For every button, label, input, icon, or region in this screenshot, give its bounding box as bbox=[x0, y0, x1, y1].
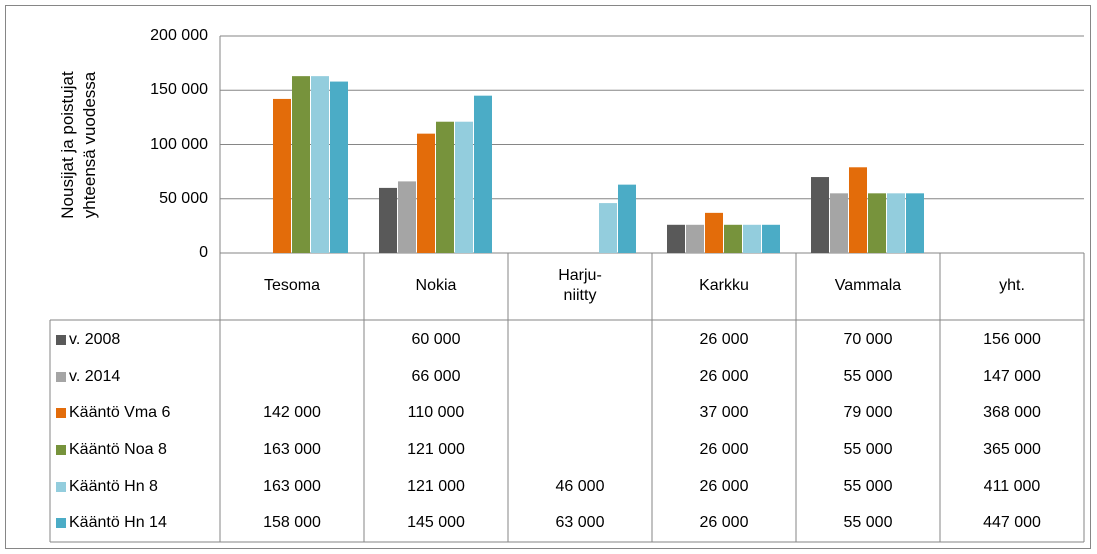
category-label: Karkku bbox=[699, 277, 749, 294]
legend-label: v. 2014 bbox=[69, 368, 121, 385]
y-tick-label: 200 000 bbox=[150, 27, 208, 44]
bar bbox=[887, 193, 905, 253]
bar bbox=[330, 81, 348, 253]
bar bbox=[762, 224, 780, 253]
table-value: 163 000 bbox=[263, 441, 321, 458]
table-total: 411 000 bbox=[983, 478, 1041, 495]
table-value: 26 000 bbox=[699, 331, 749, 348]
bar bbox=[599, 203, 617, 253]
y-tick-label: 50 000 bbox=[159, 189, 208, 207]
legend-label: Kääntö Noa 8 bbox=[69, 441, 167, 458]
bar bbox=[811, 177, 829, 253]
table-value: 55 000 bbox=[843, 368, 893, 385]
category-label: Nokia bbox=[415, 277, 457, 294]
legend-label: Kääntö Vma 6 bbox=[69, 404, 171, 421]
bar bbox=[292, 76, 310, 254]
bar bbox=[849, 167, 867, 253]
bar bbox=[273, 98, 291, 254]
table-total: 156 000 bbox=[983, 331, 1041, 348]
legend-key bbox=[56, 335, 66, 345]
legend-key bbox=[56, 408, 66, 418]
bar bbox=[906, 193, 924, 253]
table-value: 121 000 bbox=[407, 441, 465, 458]
bar bbox=[705, 212, 723, 253]
bar bbox=[686, 224, 704, 253]
bar bbox=[618, 184, 636, 253]
table-value: 142 000 bbox=[263, 404, 321, 421]
table-value: 66 000 bbox=[411, 368, 461, 385]
bar bbox=[311, 76, 329, 254]
table-value: 145 000 bbox=[407, 514, 465, 531]
table-value: 110 000 bbox=[407, 404, 465, 421]
table-value: 55 000 bbox=[843, 478, 893, 495]
legend-label: v. 2008 bbox=[69, 331, 121, 348]
table-value: 55 000 bbox=[843, 441, 893, 458]
table-value: 70 000 bbox=[843, 331, 893, 348]
bar bbox=[724, 224, 742, 253]
bar bbox=[455, 121, 473, 253]
table-value: 26 000 bbox=[699, 478, 749, 495]
category-label: Vammala bbox=[834, 277, 902, 294]
table-value: 79 000 bbox=[843, 404, 893, 421]
bar bbox=[830, 193, 848, 253]
table-value: 37 000 bbox=[699, 404, 749, 421]
y-axis-title: Nousijat ja poistujat bbox=[58, 71, 77, 219]
table-value: 26 000 bbox=[699, 514, 749, 531]
bar bbox=[417, 133, 435, 253]
table-total: 368 000 bbox=[983, 404, 1041, 421]
bar bbox=[667, 224, 685, 253]
legend-key bbox=[56, 482, 66, 492]
table-value: 60 000 bbox=[411, 331, 461, 348]
bar bbox=[436, 121, 454, 253]
legend-label: Kääntö Hn 8 bbox=[69, 478, 158, 495]
y-tick-label: 0 bbox=[199, 244, 208, 261]
table-value: 158 000 bbox=[263, 514, 321, 531]
table-value: 26 000 bbox=[699, 368, 749, 385]
category-label: Tesoma bbox=[263, 277, 321, 294]
legend-key bbox=[56, 518, 66, 528]
bar bbox=[868, 193, 886, 253]
table-value: 46 000 bbox=[555, 478, 605, 495]
table-total: 147 000 bbox=[983, 368, 1041, 385]
bar bbox=[379, 187, 397, 253]
y-tick-label: 100 000 bbox=[150, 135, 208, 153]
category-label: yht. bbox=[999, 277, 1025, 294]
table-value: 63 000 bbox=[555, 514, 605, 531]
legend-label: Kääntö Hn 14 bbox=[69, 514, 167, 531]
y-tick-label: 150 000 bbox=[150, 81, 208, 99]
table-value: 163 000 bbox=[263, 478, 321, 495]
table-total: 365 000 bbox=[983, 441, 1041, 458]
y-axis-title: yhteensä vuodessa bbox=[80, 71, 99, 219]
bar bbox=[474, 95, 492, 253]
chart-border bbox=[5, 5, 1091, 549]
category-label: Harju- niitty bbox=[558, 267, 602, 304]
bar bbox=[743, 224, 761, 253]
table-value: 55 000 bbox=[843, 514, 893, 531]
table-value: 26 000 bbox=[699, 441, 749, 458]
legend-key bbox=[56, 372, 66, 382]
table-value: 121 000 bbox=[407, 478, 465, 495]
table-total: 447 000 bbox=[983, 514, 1041, 531]
legend-key bbox=[56, 445, 66, 455]
bar bbox=[398, 181, 416, 253]
